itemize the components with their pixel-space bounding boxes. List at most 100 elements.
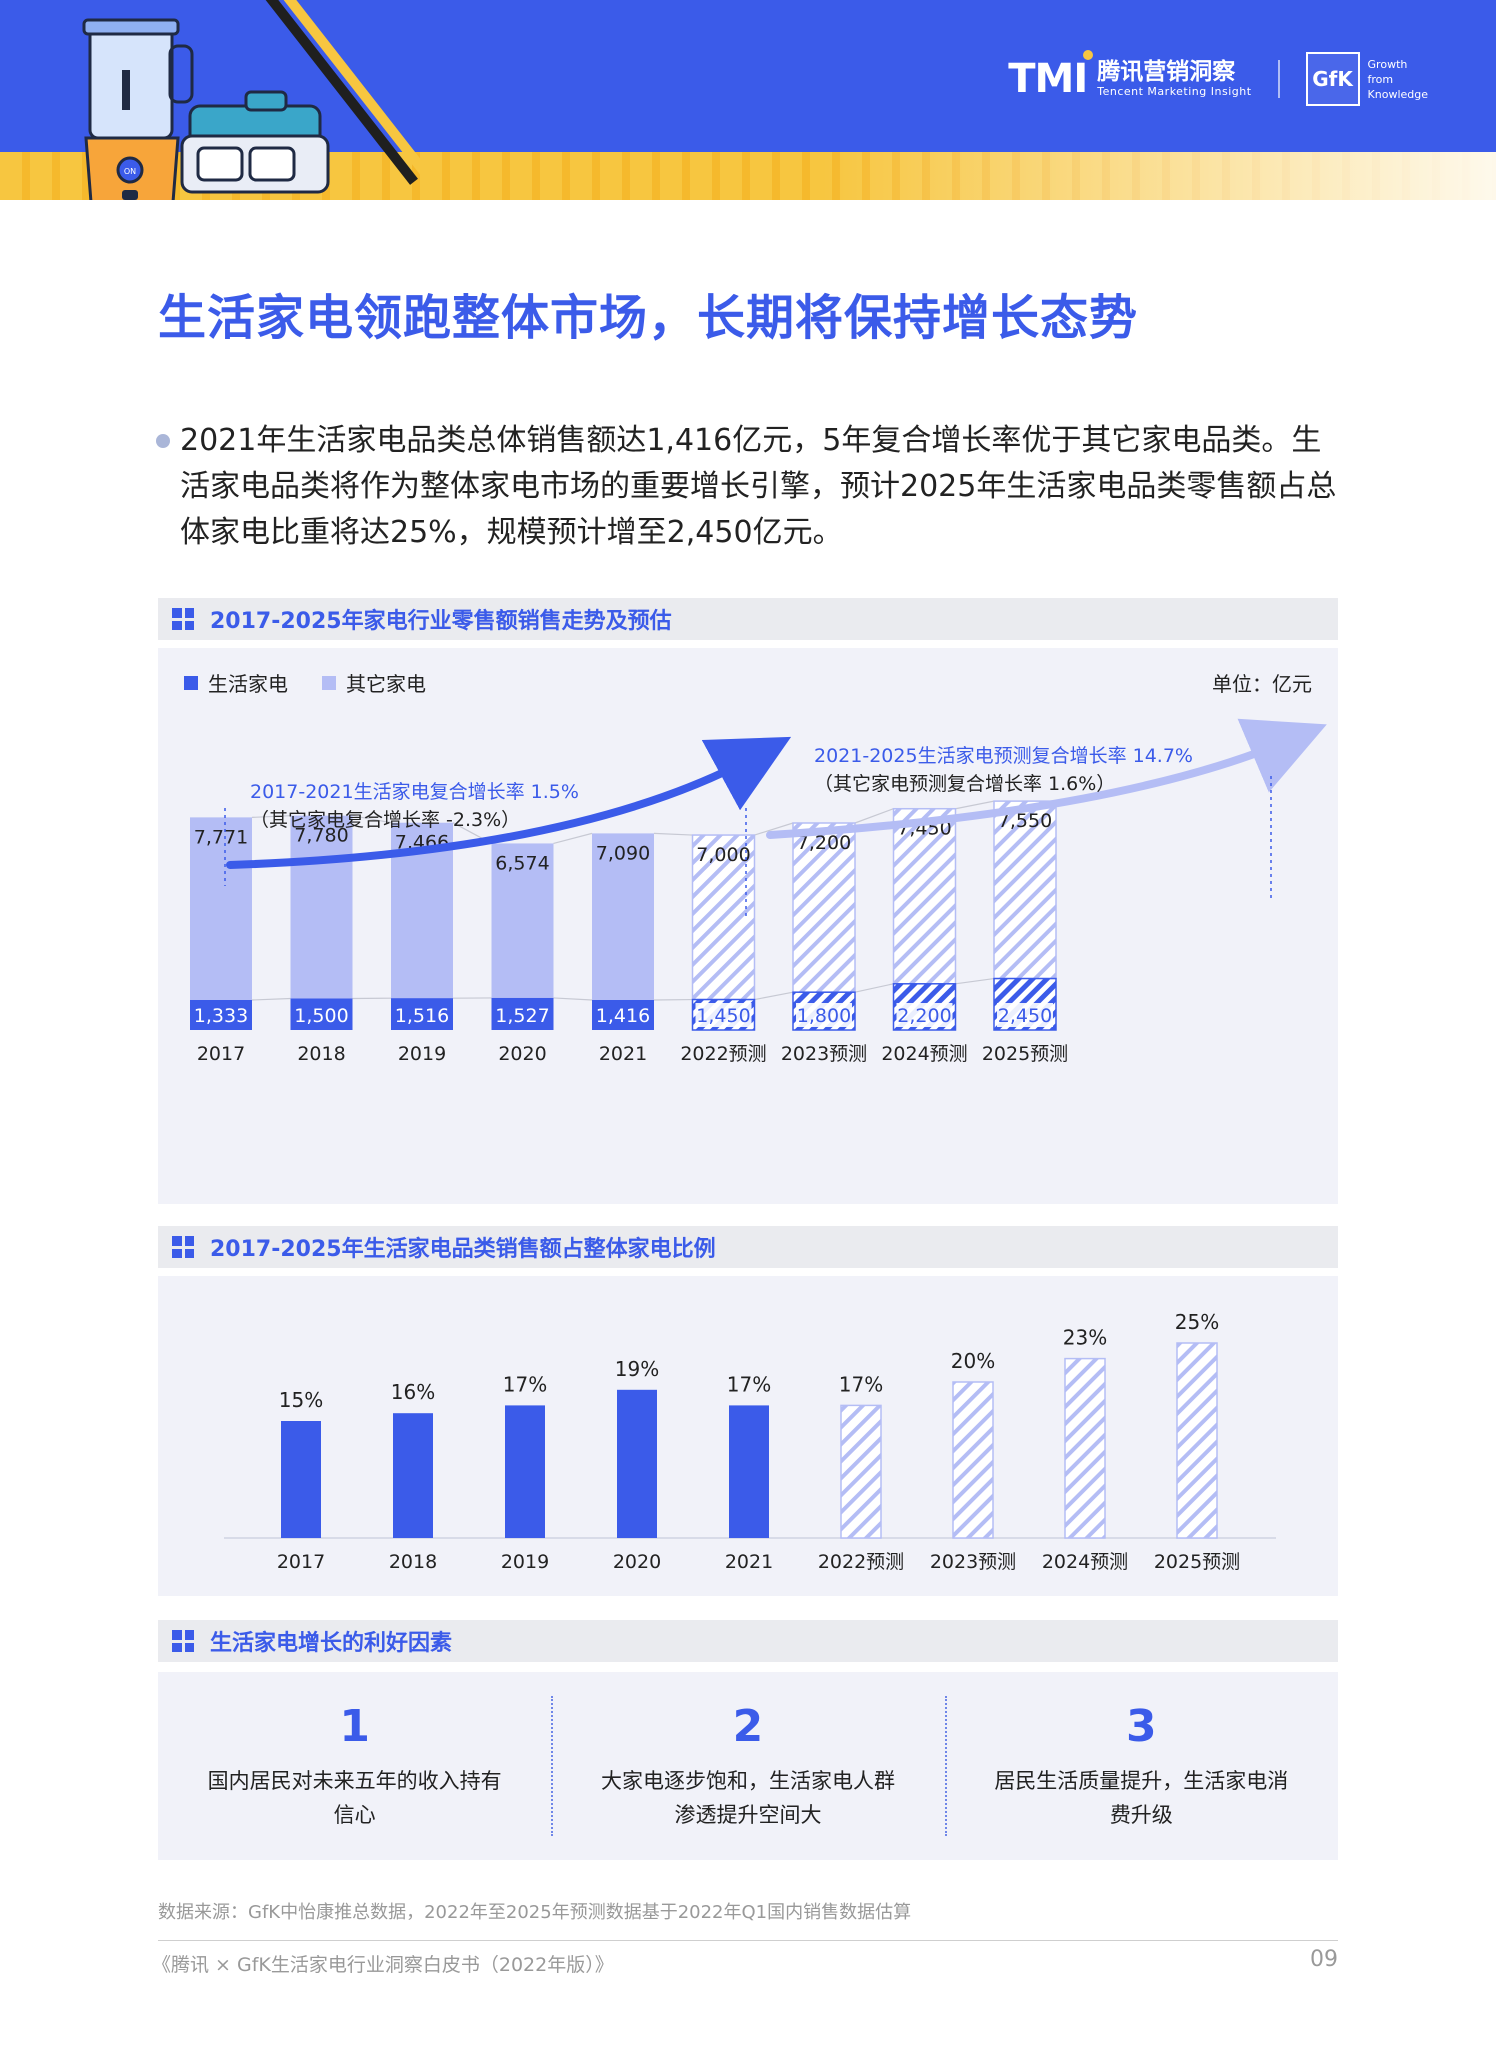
label-living-2025预测: 2,450 — [998, 1005, 1052, 1027]
label-living-2020: 1,527 — [495, 1005, 549, 1027]
factor-item: 3 居民生活质量提升，生活家电消费升级 — [944, 1672, 1338, 1860]
gfk-tagline-2: from — [1367, 72, 1394, 86]
label-backdrop — [997, 1003, 1053, 1027]
grid-icon — [172, 608, 194, 630]
share-label-2020: 19% — [615, 1357, 659, 1381]
label-living-2018: 1,500 — [294, 1005, 348, 1027]
share-label-2017: 15% — [279, 1388, 323, 1412]
share-bar-2017 — [281, 1421, 321, 1538]
brand-name-en: Tencent Marketing Insight — [1097, 85, 1252, 98]
factor-text: 居民生活质量提升，生活家电消费升级 — [994, 1769, 1289, 1827]
section-title: 2017-2025年家电行业零售额销售走势及预估 — [210, 609, 672, 634]
appliance-illustration: ON — [82, 18, 330, 200]
legend-swatch — [184, 675, 198, 690]
legend-item-other: 其它家电 — [322, 668, 426, 697]
annotation-forecast-2: （其它家电预测复合增长率 1.6%） — [814, 773, 1115, 795]
share-bar-2020 — [617, 1389, 657, 1538]
factor-item: 1 国内居民对未来五年的收入持有信心 — [158, 1672, 551, 1860]
connector-line-total — [854, 808, 894, 824]
factor-text: 国内居民对未来五年的收入持有信心 — [207, 1769, 502, 1827]
share-bar-2021 — [729, 1405, 769, 1538]
gfk-tagline-1: Growth — [1367, 57, 1408, 71]
category-label-2018: 2018 — [297, 1043, 345, 1065]
page-title: 生活家电领跑整体市场，长期将保持增长态势 — [158, 290, 1139, 346]
bar-living-2019 — [391, 998, 453, 1030]
bar-other-2024预测 — [892, 807, 957, 985]
factor-number: 2 — [732, 1701, 764, 1752]
share-label-2024预测: 23% — [1063, 1326, 1107, 1350]
annotation-historical-2: （其它家电复合增长率 -2.3%） — [250, 809, 520, 831]
bar-other-2020 — [491, 843, 554, 998]
label-other-2017: 7,771 — [194, 826, 248, 848]
label-other-2025预测: 7,550 — [998, 810, 1052, 832]
factors-panel: 1 国内居民对未来五年的收入持有信心 2 大家电逐步饱和，生活家电人群渗透提升空… — [158, 1672, 1338, 1860]
connector-line-total — [653, 832, 693, 836]
page-number: 09 — [1310, 1947, 1338, 1972]
section-title: 生活家电增长的利好因素 — [210, 1631, 453, 1656]
label-other-2023预测: 7,200 — [797, 832, 851, 854]
section-header-factors: 生活家电增长的利好因素 — [158, 1620, 1338, 1662]
stacked-bar-chart: 1,3337,77120171,5007,78020181,5167,46620… — [190, 718, 1327, 1065]
category-label-2019: 2019 — [398, 1043, 446, 1065]
connector-line-living — [854, 983, 894, 993]
grid-icon — [172, 1630, 194, 1652]
legend-swatch — [322, 675, 336, 690]
category-label-2020: 2020 — [498, 1043, 546, 1065]
connector-line-living — [553, 997, 593, 1001]
label-backdrop — [796, 1003, 852, 1027]
connector-line-total — [553, 832, 593, 845]
logo-divider — [1277, 60, 1280, 98]
factors-list: 1 国内居民对未来五年的收入持有信心 2 大家电逐步饱和，生活家电人群渗透提升空… — [158, 1672, 1338, 1860]
share-label-2018: 16% — [391, 1380, 435, 1404]
connector-line-living — [754, 991, 794, 1001]
connector-line-total — [955, 800, 995, 810]
label-living-2022预测: 1,450 — [696, 1005, 750, 1027]
category-label-2024预测: 2024预测 — [881, 1043, 967, 1065]
share-category-2021: 2021 — [725, 1551, 773, 1573]
data-source-note: 数据来源：GfK中怡康推总数据，2022年至2025年预测数据基于2022年Q1… — [158, 1902, 912, 1923]
label-living-2023预测: 1,800 — [797, 1005, 851, 1027]
label-other-2020: 6,574 — [495, 852, 549, 874]
share-category-2020: 2020 — [613, 1551, 661, 1573]
label-other-2022预测: 7,000 — [696, 844, 750, 866]
label-living-2021: 1,416 — [596, 1005, 650, 1027]
bar-other-2018 — [290, 815, 353, 999]
bar-living-2018 — [290, 998, 353, 1030]
chart-legend: 生活家电 其它家电 — [184, 668, 426, 697]
category-label-2025预测: 2025预测 — [982, 1043, 1068, 1065]
section-header-sales-trend: 2017-2025年家电行业零售额销售走势及预估 — [158, 598, 1338, 640]
label-backdrop — [896, 1003, 953, 1027]
factor-item: 2 大家电逐步饱和，生活家电人群渗透提升空间大 — [551, 1672, 944, 1860]
factor-number: 1 — [339, 1701, 370, 1752]
bar-living-2017 — [190, 1000, 252, 1030]
grid-icon — [172, 1236, 194, 1258]
share-category-2019: 2019 — [501, 1551, 549, 1573]
share-category-2023预测: 2023预测 — [930, 1551, 1016, 1573]
section-header-share: 2017-2025年生活家电品类销售额占整体家电比例 — [158, 1226, 1338, 1268]
connector-line-total — [251, 815, 291, 818]
intro-paragraph: 2021年生活家电品类总体销售额达1,416亿元，5年复合增长率优于其它家电品类… — [156, 418, 1348, 556]
logo-group: TMI 腾讯营销洞察 Tencent Marketing Insight GfK… — [1008, 48, 1428, 110]
intro-text: 2021年生活家电品类总体销售额达1,416亿元，5年复合增长率优于其它家电品类… — [180, 423, 1337, 550]
bar-other-2023预测 — [792, 822, 856, 993]
legend-label: 生活家电 — [208, 672, 288, 696]
share-bar-chart: 15% 2017 16% 2018 17% 2019 19% 2020 17% 2021 17% 20… — [224, 1310, 1276, 1573]
gfk-logo: GfK Growth from Knowledge — [1305, 52, 1428, 106]
footer-divider — [158, 1940, 1338, 1941]
share-bar-2018 — [393, 1413, 433, 1538]
category-label-2022预测: 2022预测 — [680, 1043, 766, 1065]
gfk-tagline: Growth from Knowledge — [1368, 57, 1428, 102]
gfk-tagline-3: Knowledge — [1367, 87, 1428, 101]
share-bar-2022预测 — [840, 1404, 882, 1539]
factor-number: 3 — [1126, 1701, 1157, 1752]
share-category-2025预测: 2025预测 — [1154, 1551, 1240, 1573]
share-label-2025预测: 25% — [1175, 1310, 1219, 1334]
category-label-2021: 2021 — [599, 1043, 647, 1065]
share-label-2021: 17% — [727, 1372, 771, 1396]
category-label-2023预测: 2023预测 — [781, 1043, 867, 1065]
share-bar-2019 — [505, 1405, 545, 1538]
bar-living-2020 — [491, 997, 554, 1030]
share-category-2024预测: 2024预测 — [1042, 1551, 1128, 1573]
page-header: ON TMI 腾讯营销洞察 Tencent Marketing Insight … — [0, 0, 1496, 200]
factor-text: 大家电逐步饱和，生活家电人群渗透提升空间大 — [600, 1769, 895, 1827]
